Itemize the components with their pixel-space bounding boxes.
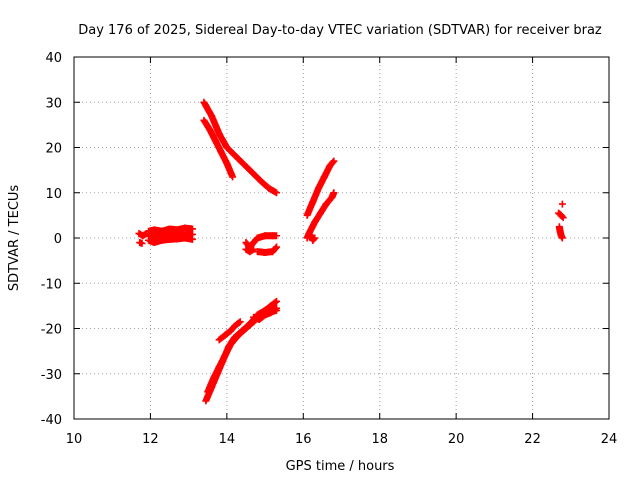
x-tick-label: 14	[219, 432, 236, 447]
data-point	[138, 239, 146, 247]
axis-ticks: 10 12 14 16 18 20 22 24 40 30 20 10 0 -10 -20 -30 -40	[41, 51, 618, 447]
data-point	[250, 245, 258, 253]
y-tick-label: -10	[41, 277, 62, 292]
y-tick-label: 40	[45, 51, 62, 66]
x-tick-label: 18	[371, 432, 388, 447]
x-axis-label: GPS time / hours	[286, 459, 395, 474]
y-tick-label: 10	[45, 187, 62, 202]
y-tick-label: 0	[54, 232, 62, 247]
data-point	[558, 200, 566, 208]
x-tick-label: 24	[601, 432, 618, 447]
data-point	[273, 297, 281, 305]
x-tick-label: 16	[295, 432, 312, 447]
data-points	[135, 98, 567, 405]
y-tick-label: 30	[45, 96, 62, 111]
data-point	[273, 189, 281, 197]
chart-title: Day 176 of 2025, Sidereal Day-to-day VTE…	[78, 23, 602, 38]
y-axis-label: SDTVAR / TECUs	[7, 185, 22, 292]
x-tick-label: 12	[142, 432, 159, 447]
y-tick-label: 20	[45, 142, 62, 157]
data-point	[188, 235, 196, 243]
data-point	[271, 298, 279, 306]
x-tick-label: 20	[448, 432, 465, 447]
data-point	[330, 157, 338, 165]
data-point	[271, 305, 279, 313]
data-point	[235, 319, 243, 327]
data-point	[559, 214, 567, 222]
data-point	[272, 244, 280, 252]
y-tick-label: -40	[41, 413, 62, 428]
data-point	[229, 173, 237, 181]
plot-frame	[73, 56, 610, 420]
data-point	[273, 304, 281, 312]
data-point	[236, 318, 244, 326]
data-point	[311, 234, 319, 242]
data-point	[558, 213, 566, 221]
data-point	[273, 232, 281, 240]
y-tick-label: -30	[41, 368, 62, 383]
x-tick-label: 10	[66, 432, 83, 447]
y-tick-label: -20	[41, 323, 62, 338]
data-point	[329, 158, 337, 166]
data-point	[558, 234, 566, 242]
x-tick-label: 22	[524, 432, 541, 447]
data-point	[330, 189, 338, 197]
data-point	[273, 243, 281, 251]
data-point	[310, 235, 318, 243]
